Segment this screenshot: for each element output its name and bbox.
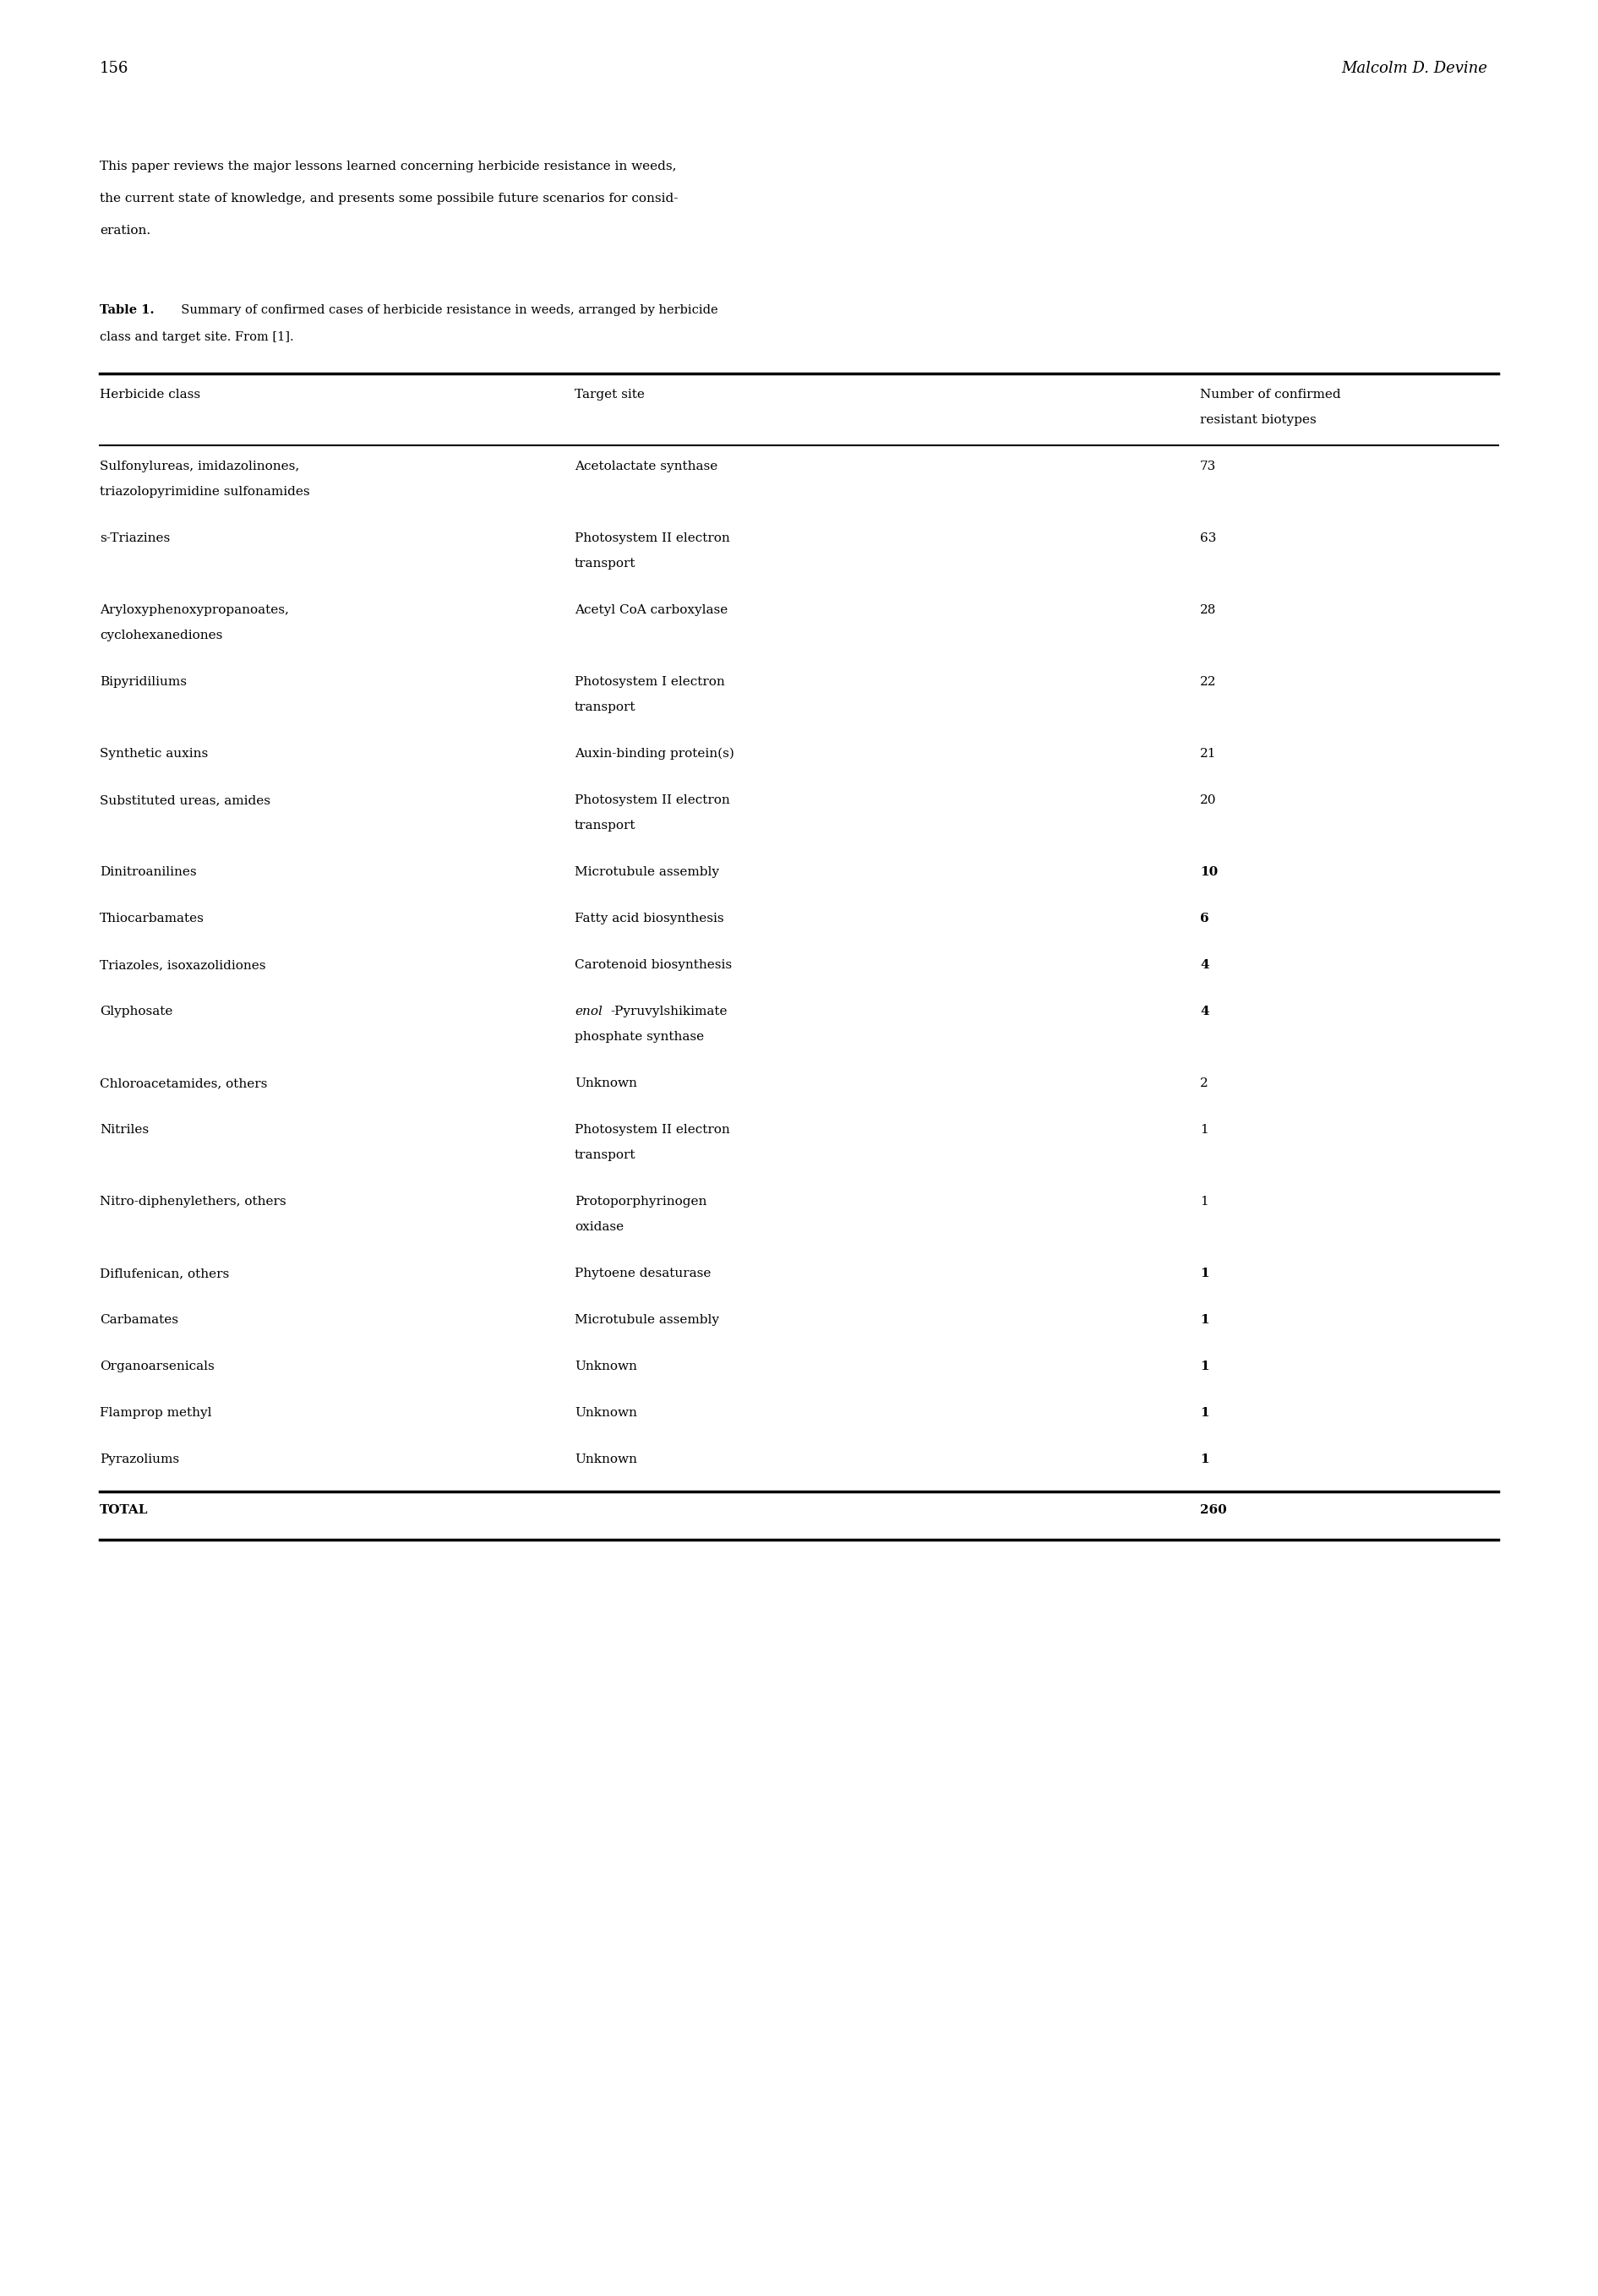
Text: Bipyridiliums: Bipyridiliums bbox=[99, 675, 187, 689]
Text: 156: 156 bbox=[99, 60, 129, 76]
Text: Target site: Target site bbox=[575, 388, 644, 400]
Text: Carotenoid biosynthesis: Carotenoid biosynthesis bbox=[575, 960, 732, 971]
Text: Substituted ureas, amides: Substituted ureas, amides bbox=[99, 794, 270, 806]
Text: Number of confirmed: Number of confirmed bbox=[1200, 388, 1341, 400]
Text: 22: 22 bbox=[1200, 675, 1216, 689]
Text: Diflufenican, others: Diflufenican, others bbox=[99, 1267, 229, 1279]
Text: Synthetic auxins: Synthetic auxins bbox=[99, 748, 208, 760]
Text: 1: 1 bbox=[1200, 1313, 1210, 1325]
Text: 10: 10 bbox=[1200, 866, 1218, 877]
Text: Photosystem I electron: Photosystem I electron bbox=[575, 675, 725, 689]
Text: Carbamates: Carbamates bbox=[99, 1313, 179, 1325]
Text: cyclohexanediones: cyclohexanediones bbox=[99, 629, 222, 641]
Text: Herbicide class: Herbicide class bbox=[99, 388, 200, 400]
Text: Photosystem II electron: Photosystem II electron bbox=[575, 533, 730, 544]
Text: 73: 73 bbox=[1200, 461, 1216, 473]
Text: 4: 4 bbox=[1200, 1006, 1210, 1017]
Text: class and target site. From [1].: class and target site. From [1]. bbox=[99, 331, 294, 342]
Text: Unknown: Unknown bbox=[575, 1407, 638, 1419]
Text: Photosystem II electron: Photosystem II electron bbox=[575, 794, 730, 806]
Text: Chloroacetamides, others: Chloroacetamides, others bbox=[99, 1077, 267, 1088]
Text: transport: transport bbox=[575, 558, 636, 569]
Text: Nitriles: Nitriles bbox=[99, 1125, 149, 1137]
Text: eration.: eration. bbox=[99, 225, 150, 236]
Text: Unknown: Unknown bbox=[575, 1077, 638, 1088]
Text: Table 1.: Table 1. bbox=[99, 303, 155, 317]
Text: Protoporphyrinogen: Protoporphyrinogen bbox=[575, 1196, 706, 1208]
Text: Photosystem II electron: Photosystem II electron bbox=[575, 1125, 730, 1137]
Text: Sulfonylureas, imidazolinones,: Sulfonylureas, imidazolinones, bbox=[99, 461, 299, 473]
Text: enol: enol bbox=[575, 1006, 602, 1017]
Text: -Pyruvylshikimate: -Pyruvylshikimate bbox=[610, 1006, 727, 1017]
Text: Dinitroanilines: Dinitroanilines bbox=[99, 866, 197, 877]
Text: triazolopyrimidine sulfonamides: triazolopyrimidine sulfonamides bbox=[99, 487, 310, 498]
Text: 1: 1 bbox=[1200, 1407, 1210, 1419]
Text: Auxin-binding protein(s): Auxin-binding protein(s) bbox=[575, 748, 733, 760]
Text: 260: 260 bbox=[1200, 1504, 1227, 1515]
Text: Aryloxyphenoxypropanoates,: Aryloxyphenoxypropanoates, bbox=[99, 604, 289, 615]
Text: transport: transport bbox=[575, 820, 636, 831]
Text: Fatty acid biosynthesis: Fatty acid biosynthesis bbox=[575, 912, 724, 925]
Text: Unknown: Unknown bbox=[575, 1362, 638, 1373]
Text: Microtubule assembly: Microtubule assembly bbox=[575, 866, 719, 877]
Text: Pyrazoliums: Pyrazoliums bbox=[99, 1453, 179, 1465]
Text: 1: 1 bbox=[1200, 1125, 1208, 1137]
Text: transport: transport bbox=[575, 700, 636, 714]
Text: Phytoene desaturase: Phytoene desaturase bbox=[575, 1267, 711, 1279]
Text: Summary of confirmed cases of herbicide resistance in weeds, arranged by herbici: Summary of confirmed cases of herbicide … bbox=[173, 303, 718, 317]
Text: s-Triazines: s-Triazines bbox=[99, 533, 169, 544]
Text: Organoarsenicals: Organoarsenicals bbox=[99, 1362, 214, 1373]
Text: 28: 28 bbox=[1200, 604, 1216, 615]
Text: 4: 4 bbox=[1200, 960, 1210, 971]
Text: 1: 1 bbox=[1200, 1362, 1210, 1373]
Text: 1: 1 bbox=[1200, 1196, 1208, 1208]
Text: Flamprop methyl: Flamprop methyl bbox=[99, 1407, 211, 1419]
Text: 6: 6 bbox=[1200, 912, 1210, 925]
Text: resistant biotypes: resistant biotypes bbox=[1200, 413, 1317, 425]
Text: the current state of knowledge, and presents some possibile future scenarios for: the current state of knowledge, and pres… bbox=[99, 193, 678, 204]
Text: Unknown: Unknown bbox=[575, 1453, 638, 1465]
Text: 2: 2 bbox=[1200, 1077, 1208, 1088]
Text: transport: transport bbox=[575, 1150, 636, 1162]
Text: This paper reviews the major lessons learned concerning herbicide resistance in : This paper reviews the major lessons lea… bbox=[99, 161, 676, 172]
Text: TOTAL: TOTAL bbox=[99, 1504, 149, 1515]
Text: 1: 1 bbox=[1200, 1453, 1210, 1465]
Text: phosphate synthase: phosphate synthase bbox=[575, 1031, 705, 1042]
Text: Acetolactate synthase: Acetolactate synthase bbox=[575, 461, 718, 473]
Text: Glyphosate: Glyphosate bbox=[99, 1006, 173, 1017]
Text: Malcolm D. Devine: Malcolm D. Devine bbox=[1341, 60, 1488, 76]
Text: oxidase: oxidase bbox=[575, 1221, 623, 1233]
Text: 63: 63 bbox=[1200, 533, 1216, 544]
Text: Triazoles, isoxazolidiones: Triazoles, isoxazolidiones bbox=[99, 960, 265, 971]
Text: 21: 21 bbox=[1200, 748, 1216, 760]
Text: Acetyl CoA carboxylase: Acetyl CoA carboxylase bbox=[575, 604, 727, 615]
Text: 1: 1 bbox=[1200, 1267, 1210, 1279]
Text: Nitro-diphenylethers, others: Nitro-diphenylethers, others bbox=[99, 1196, 286, 1208]
Text: Microtubule assembly: Microtubule assembly bbox=[575, 1313, 719, 1325]
Text: 20: 20 bbox=[1200, 794, 1216, 806]
Text: Thiocarbamates: Thiocarbamates bbox=[99, 912, 205, 925]
